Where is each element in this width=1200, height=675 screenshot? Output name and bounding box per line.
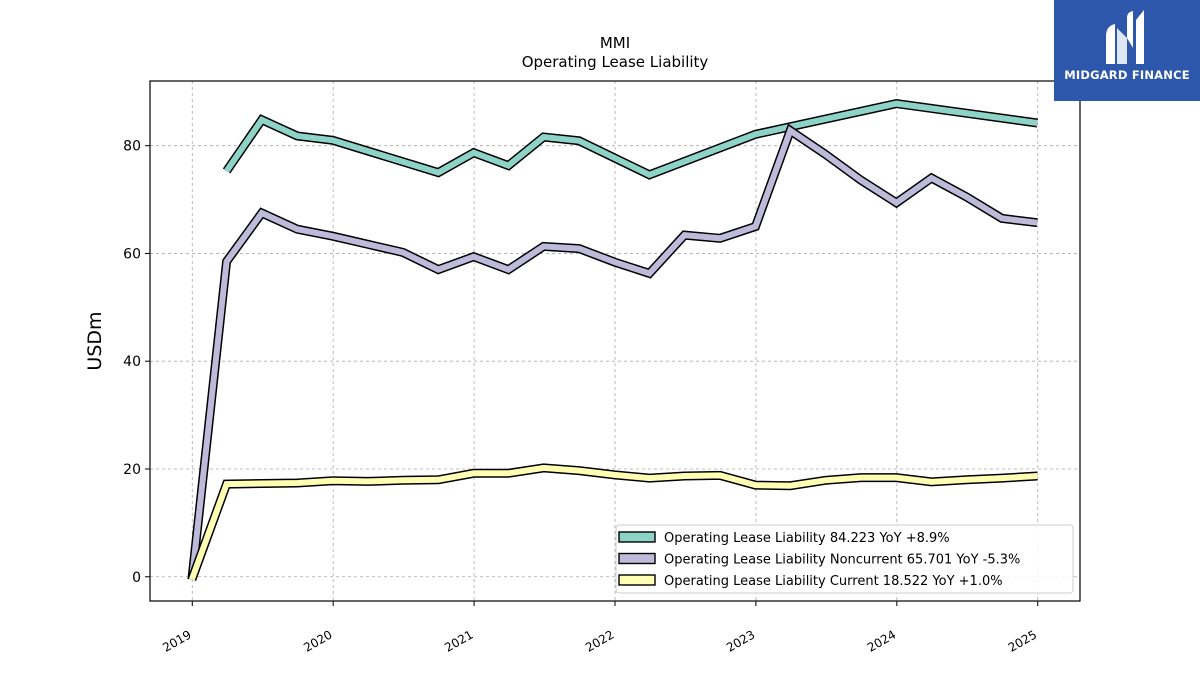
series-line-fill [189,464,1038,581]
x-tick-label: 2022 [583,627,616,654]
x-tick-label: 2024 [865,627,898,654]
midgard-logo-icon [1106,10,1144,64]
legend-label: Operating Lease Liability Noncurrent 65.… [664,553,1020,568]
x-tick-label: 2019 [160,627,193,654]
legend-box [615,524,1074,594]
x-tick-label: 2025 [1006,627,1039,654]
grid-lines [150,81,1080,601]
x-tick-label: 2021 [442,627,475,654]
y-tick-label: 0 [132,570,141,586]
y-tick-label: 40 [123,354,141,370]
chart-subtitle: Operating Lease Liability [522,53,709,71]
brand-name: MIDGARD FINANCE [1064,68,1190,82]
series-line-fill [224,100,1038,179]
legend-swatch [618,531,656,543]
y-axis-label: USDm [84,311,106,370]
y-tick-label: 20 [123,462,141,478]
series-line-1 [222,99,1038,180]
x-tick-label: 2020 [301,627,334,654]
legend-swatch [618,552,656,565]
series-line-fill [188,125,1038,580]
series-line-3 [187,463,1038,581]
legend-label: Operating Lease Liability Current 18.522… [664,574,1003,589]
x-tick-label: 2023 [724,627,757,654]
series-line-2 [187,123,1038,580]
legend: Operating Lease Liability 84.223 YoY +8.… [615,524,1074,594]
legend-swatch [618,574,656,586]
chart-title: MMI [600,34,630,52]
series-lines [187,99,1038,581]
legend-label: Operating Lease Liability 84.223 YoY +8.… [664,531,950,546]
y-tick-label: 60 [123,246,141,262]
brand-logo: MIDGARD FINANCE [1054,0,1200,101]
y-tick-label: 80 [123,139,141,155]
